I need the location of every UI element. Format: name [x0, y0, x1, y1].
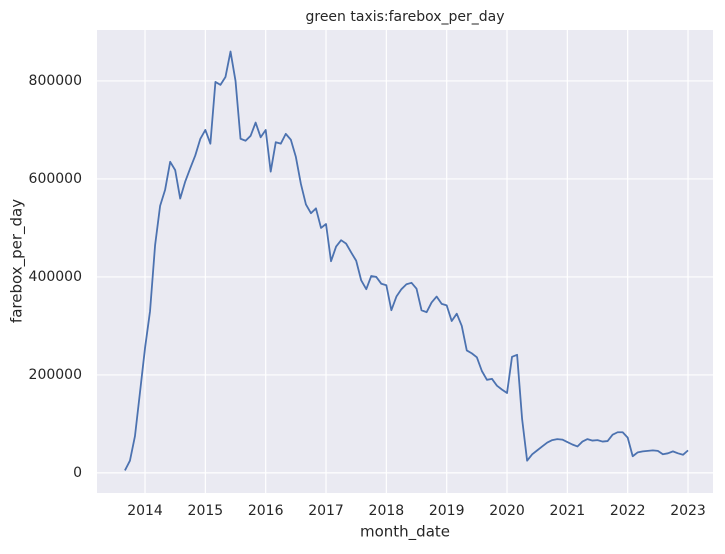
x-tick-label: 2020 [489, 503, 525, 519]
x-tick-label: 2018 [369, 503, 405, 519]
y-axis-label: farebox_per_day [8, 199, 27, 323]
y-tick-label: 600000 [29, 171, 82, 187]
x-tick-label: 2015 [188, 503, 224, 519]
y-tick-label: 800000 [29, 73, 82, 89]
data-line [124, 50, 689, 471]
x-tick-label: 2021 [550, 503, 586, 519]
x-tick-label: 2019 [429, 503, 465, 519]
y-tick-label: 0 [73, 465, 82, 481]
x-tick-label: 2017 [308, 503, 344, 519]
x-axis-label: month_date [360, 523, 450, 542]
chart-title: green taxis:farebox_per_day [305, 9, 504, 25]
x-tick-label: 2016 [248, 503, 284, 519]
x-tick-label: 2022 [610, 503, 646, 519]
x-tick-label: 2023 [670, 503, 706, 519]
y-tick-label: 200000 [29, 367, 82, 383]
x-tick-label: 2014 [127, 503, 163, 519]
plot-area [97, 30, 713, 493]
y-tick-label: 400000 [29, 269, 82, 285]
